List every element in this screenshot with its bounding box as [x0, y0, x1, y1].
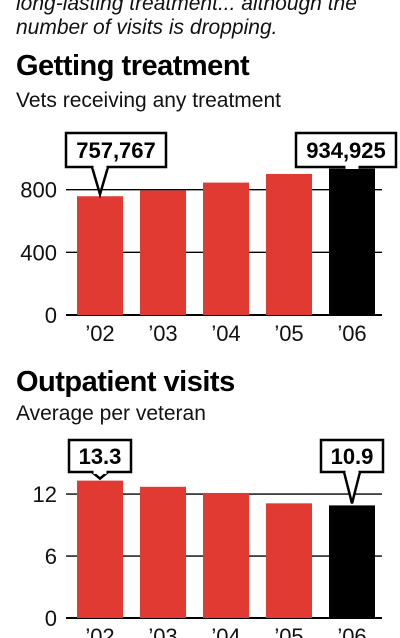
x-tick-label: ’03 — [148, 624, 177, 638]
callout-pointer — [342, 471, 362, 504]
bar — [329, 168, 375, 315]
y-tick-label: 400 — [20, 240, 57, 265]
x-tick-label: ’03 — [148, 321, 177, 346]
callout-label: 10.9 — [331, 444, 374, 469]
x-tick-label: ’05 — [274, 321, 303, 346]
x-tick-label: ’06 — [337, 624, 366, 638]
callout-joint — [93, 470, 107, 474]
treatment-bar-chart: 0 400 800 ’02 ’03 ’04 ’05 ’06 757,767 934,925 — [20, 131, 398, 346]
bar — [140, 486, 186, 618]
y-tick-label: 12 — [33, 482, 57, 507]
chart-2-title: Outpatient visits — [16, 366, 235, 398]
x-tick-label: ’02 — [85, 624, 114, 638]
bar — [77, 196, 123, 315]
callout-joint — [93, 165, 107, 169]
bar — [140, 190, 186, 315]
intro-line-2: number of visits is dropping. — [16, 16, 278, 39]
chart-1-title: Getting treatment — [16, 50, 250, 82]
callout-label: 13.3 — [79, 444, 122, 469]
callout-box — [319, 438, 385, 474]
intro-line-1: long-lasting treatment... although the — [16, 0, 357, 15]
intro-text: long-lasting treatment... although the n… — [16, 0, 396, 40]
bar — [203, 182, 249, 315]
bar — [266, 173, 312, 315]
y-tick-label: 800 — [20, 178, 57, 203]
callout-box — [294, 131, 398, 169]
y-tick-label: 6 — [45, 544, 57, 569]
x-tick-label: ’04 — [211, 321, 240, 346]
x-tick-label: ’02 — [85, 321, 114, 346]
outpatient-bar-chart: 0 6 12 ’02 ’03 ’04 ’05 ’06 13.3 10.9 — [33, 438, 385, 638]
x-tick-label: ’06 — [337, 321, 366, 346]
callout-label: 934,925 — [306, 138, 386, 163]
chart-1-subtitle: Vets receiving any treatment — [16, 89, 281, 112]
x-tick-label: ’04 — [211, 624, 240, 638]
y-tick-label: 0 — [45, 303, 57, 328]
callout-box — [64, 131, 168, 169]
callout-label: 757,767 — [76, 138, 156, 163]
bar — [266, 503, 312, 618]
bar — [77, 480, 123, 618]
chart-2-subtitle: Average per veteran — [16, 402, 206, 425]
y-tick-label: 0 — [45, 606, 57, 631]
bar — [329, 505, 375, 618]
callout-joint — [345, 470, 359, 474]
callout-pointer — [90, 166, 110, 199]
callout-joint — [345, 165, 359, 169]
x-tick-label: ’05 — [274, 624, 303, 638]
bar — [203, 493, 249, 618]
